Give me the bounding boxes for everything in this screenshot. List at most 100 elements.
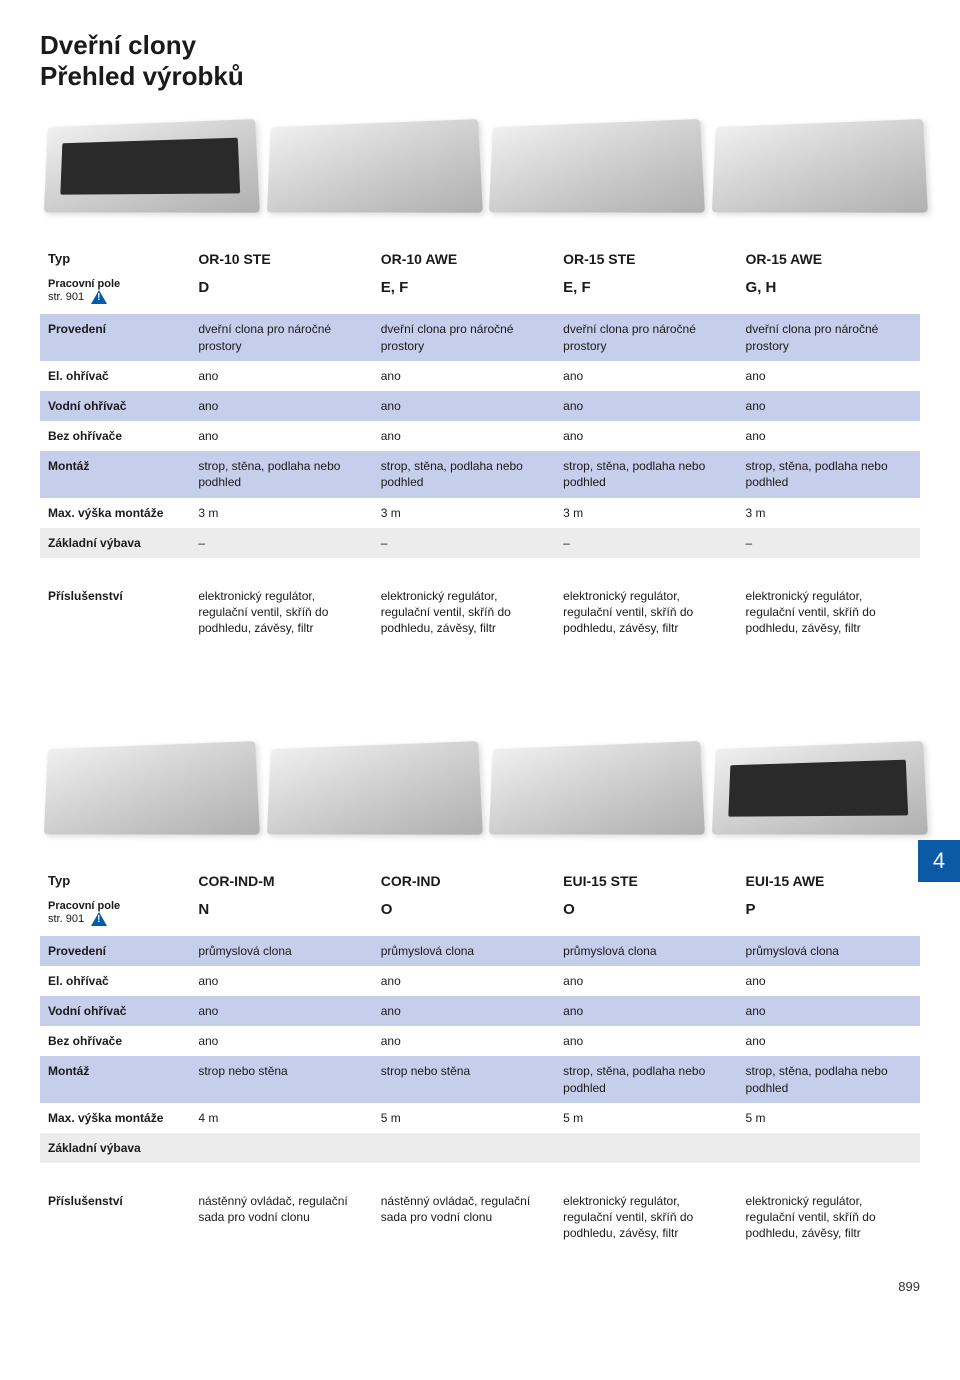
- cell: průmyslová clona: [373, 936, 555, 966]
- cell: EUI-15 AWE: [738, 862, 920, 898]
- cell: –: [190, 528, 372, 558]
- cell: ano: [738, 966, 920, 996]
- product-image: [711, 119, 926, 213]
- cell: strop, stěna, podlaha nebo podhled: [555, 451, 737, 497]
- cell: O: [555, 898, 737, 936]
- cell: OR-15 AWE: [738, 240, 920, 276]
- cell: strop nebo stěna: [373, 1056, 555, 1102]
- product-image: [489, 741, 704, 835]
- cell: 3 m: [190, 498, 372, 528]
- cell: D: [190, 276, 372, 314]
- cell: [190, 1133, 372, 1163]
- section-number: 4: [933, 848, 945, 874]
- cell: P: [738, 898, 920, 936]
- row-label: Montáž: [40, 1056, 190, 1102]
- cell: dveřní clona pro náročné prostory: [555, 314, 737, 360]
- cell: nástěnný ovládač, regulační sada pro vod…: [190, 1163, 372, 1249]
- label-text: str. 901: [48, 913, 84, 925]
- cell: ano: [555, 966, 737, 996]
- cell: průmyslová clona: [738, 936, 920, 966]
- cell: ano: [555, 1026, 737, 1056]
- cell: 4 m: [190, 1103, 372, 1133]
- cell: elektronický regulátor, regulační ventil…: [555, 558, 737, 644]
- cell: O: [373, 898, 555, 936]
- row-label: El. ohřívač: [40, 361, 190, 391]
- row-label: Typ: [40, 240, 190, 276]
- cell: ano: [190, 361, 372, 391]
- product-image: [44, 741, 259, 835]
- product-image: [266, 741, 481, 835]
- row-label: Provedení: [40, 936, 190, 966]
- row-label: Bez ohřívače: [40, 421, 190, 451]
- page-title: Dveřní clony Přehled výrobků: [40, 30, 920, 92]
- cell: nástěnný ovládač, regulační sada pro vod…: [373, 1163, 555, 1249]
- row-label: El. ohřívač: [40, 966, 190, 996]
- row-label: Vodní ohřívač: [40, 996, 190, 1026]
- row-label: Provedení: [40, 314, 190, 360]
- cell: ano: [738, 421, 920, 451]
- spec-table-2: Typ COR-IND-M COR-IND EUI-15 STE EUI-15 …: [40, 862, 920, 1249]
- product-images-row-1: [40, 112, 920, 222]
- cell: OR-10 STE: [190, 240, 372, 276]
- cell: elektronický regulátor, regulační ventil…: [738, 558, 920, 644]
- row-label: Vodní ohřívač: [40, 391, 190, 421]
- label-text: str. 901: [48, 291, 84, 303]
- cell: elektronický regulátor, regulační ventil…: [555, 1163, 737, 1249]
- row-label: Montáž: [40, 451, 190, 497]
- cell: N: [190, 898, 372, 936]
- product-image: [44, 119, 259, 213]
- cell: –: [738, 528, 920, 558]
- row-label: Typ: [40, 862, 190, 898]
- cell: [555, 1133, 737, 1163]
- cell: COR-IND-M: [190, 862, 372, 898]
- cell: 5 m: [373, 1103, 555, 1133]
- cell: 5 m: [738, 1103, 920, 1133]
- cell: strop, stěna, podlaha nebo podhled: [373, 451, 555, 497]
- cell: průmyslová clona: [190, 936, 372, 966]
- row-label: Základní výbava: [40, 1133, 190, 1163]
- row-label: Bez ohřívače: [40, 1026, 190, 1056]
- row-label: Základní výbava: [40, 528, 190, 558]
- title-line1: Dveřní clony: [40, 30, 196, 60]
- cell: E, F: [373, 276, 555, 314]
- cell: strop, stěna, podlaha nebo podhled: [190, 451, 372, 497]
- cell: ano: [738, 996, 920, 1026]
- label-text: Pracovní pole: [48, 278, 120, 290]
- cell: [373, 1133, 555, 1163]
- cell: strop, stěna, podlaha nebo podhled: [555, 1056, 737, 1102]
- cell: EUI-15 STE: [555, 862, 737, 898]
- cell: ano: [373, 391, 555, 421]
- cell: G, H: [738, 276, 920, 314]
- cell: dveřní clona pro náročné prostory: [190, 314, 372, 360]
- row-label: Pracovní pole str. 901: [40, 898, 190, 936]
- cell: 3 m: [738, 498, 920, 528]
- cell: dveřní clona pro náročné prostory: [373, 314, 555, 360]
- cell: ano: [373, 421, 555, 451]
- cell: strop nebo stěna: [190, 1056, 372, 1102]
- page-number: 899: [40, 1279, 920, 1294]
- warning-icon: [91, 290, 107, 304]
- row-label: Max. výška montáže: [40, 1103, 190, 1133]
- section-tab: 4: [918, 840, 960, 882]
- cell: ano: [738, 391, 920, 421]
- cell: strop, stěna, podlaha nebo podhled: [738, 1056, 920, 1102]
- cell: ano: [190, 1026, 372, 1056]
- cell: 5 m: [555, 1103, 737, 1133]
- cell: E, F: [555, 276, 737, 314]
- cell: elektronický regulátor, regulační ventil…: [738, 1163, 920, 1249]
- row-label: Příslušenství: [40, 558, 190, 644]
- cell: dveřní clona pro náročné prostory: [738, 314, 920, 360]
- cell: ano: [555, 996, 737, 1026]
- cell: ano: [555, 421, 737, 451]
- cell: –: [373, 528, 555, 558]
- cell: elektronický regulátor, regulační ventil…: [190, 558, 372, 644]
- cell: ano: [373, 361, 555, 391]
- cell: COR-IND: [373, 862, 555, 898]
- cell: ano: [190, 421, 372, 451]
- cell: –: [555, 528, 737, 558]
- warning-icon: [91, 912, 107, 926]
- cell: strop, stěna, podlaha nebo podhled: [738, 451, 920, 497]
- cell: průmyslová clona: [555, 936, 737, 966]
- cell: ano: [373, 1026, 555, 1056]
- title-line2: Přehled výrobků: [40, 61, 244, 91]
